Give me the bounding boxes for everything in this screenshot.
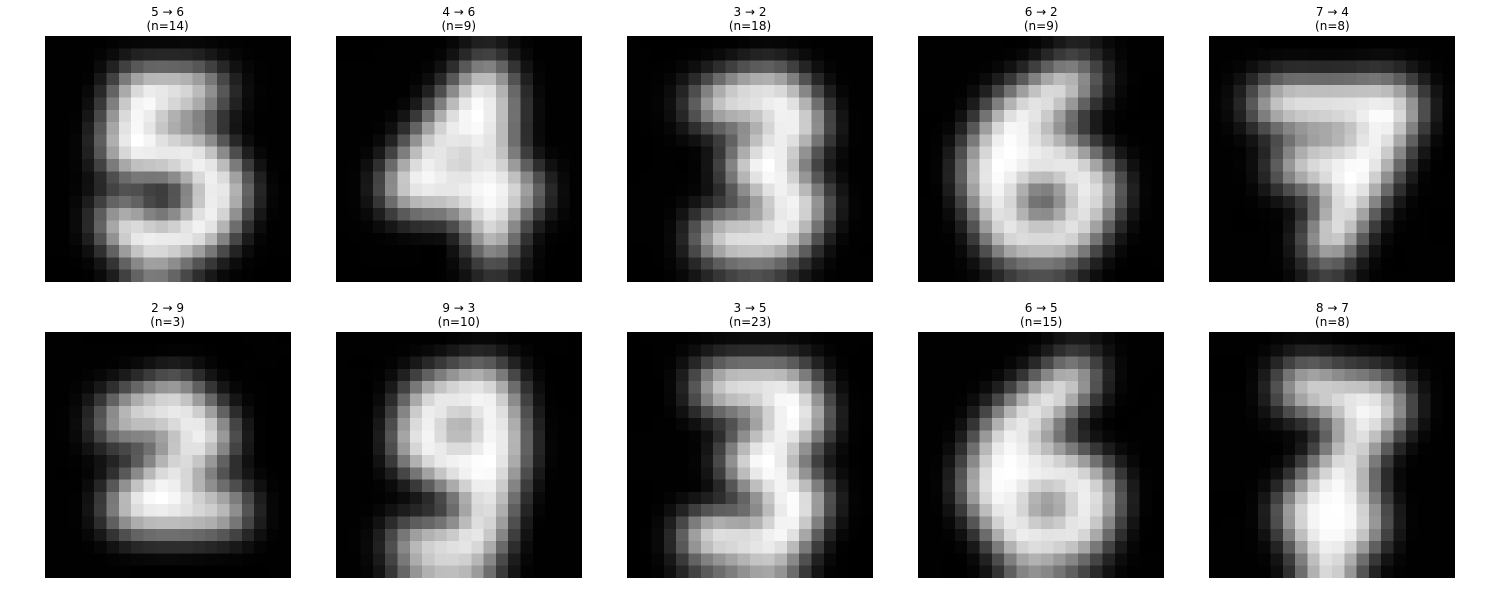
panel-6-to-2: 6 → 2(n=9) xyxy=(914,4,1169,300)
title-line-2: (n=8) xyxy=(1315,316,1350,330)
panel-title: 6 → 5(n=15) xyxy=(1020,300,1062,330)
digit-canvas xyxy=(627,332,873,578)
panel-title: 4 → 6(n=9) xyxy=(441,4,476,34)
title-line-2: (n=9) xyxy=(1024,20,1059,34)
subplot-grid: 5 → 6(n=14)4 → 6(n=9)3 → 2(n=18)6 → 2(n=… xyxy=(0,0,1500,600)
title-line-2: (n=9) xyxy=(441,20,476,34)
title-line-2: (n=3) xyxy=(150,316,185,330)
digit-canvas xyxy=(336,36,582,282)
title-line-2: (n=8) xyxy=(1315,20,1350,34)
panel-7-to-4: 7 → 4(n=8) xyxy=(1205,4,1460,300)
panel-6-to-5: 6 → 5(n=15) xyxy=(914,300,1169,596)
digit-canvas xyxy=(627,36,873,282)
title-line-1: 6 → 2 xyxy=(1024,6,1059,20)
title-line-2: (n=10) xyxy=(438,316,480,330)
digit-image xyxy=(336,332,582,578)
panel-title: 9 → 3(n=10) xyxy=(438,300,480,330)
digit-image xyxy=(627,332,873,578)
digit-canvas xyxy=(45,332,291,578)
title-line-2: (n=23) xyxy=(729,316,771,330)
title-line-1: 7 → 4 xyxy=(1315,6,1350,20)
title-line-1: 4 → 6 xyxy=(441,6,476,20)
title-line-1: 9 → 3 xyxy=(438,302,480,316)
panel-3-to-2: 3 → 2(n=18) xyxy=(622,4,877,300)
digit-image xyxy=(336,36,582,282)
panel-title: 3 → 5(n=23) xyxy=(729,300,771,330)
digit-image xyxy=(1209,36,1455,282)
digit-canvas xyxy=(1209,332,1455,578)
title-line-1: 6 → 5 xyxy=(1020,302,1062,316)
panel-2-to-9: 2 → 9(n=3) xyxy=(40,300,295,596)
title-line-1: 2 → 9 xyxy=(150,302,185,316)
digit-canvas xyxy=(336,332,582,578)
title-line-1: 3 → 5 xyxy=(729,302,771,316)
digit-image xyxy=(1209,332,1455,578)
panel-title: 5 → 6(n=14) xyxy=(146,4,188,34)
digit-canvas xyxy=(918,332,1164,578)
panel-5-to-6: 5 → 6(n=14) xyxy=(40,4,295,300)
title-line-1: 3 → 2 xyxy=(729,6,771,20)
digit-canvas xyxy=(45,36,291,282)
digit-image xyxy=(918,36,1164,282)
panel-4-to-6: 4 → 6(n=9) xyxy=(331,4,586,300)
digit-canvas xyxy=(918,36,1164,282)
panel-3-to-5: 3 → 5(n=23) xyxy=(622,300,877,596)
panel-title: 7 → 4(n=8) xyxy=(1315,4,1350,34)
title-line-1: 8 → 7 xyxy=(1315,302,1350,316)
panel-title: 2 → 9(n=3) xyxy=(150,300,185,330)
panel-title: 8 → 7(n=8) xyxy=(1315,300,1350,330)
digit-image xyxy=(45,36,291,282)
title-line-2: (n=15) xyxy=(1020,316,1062,330)
digit-image xyxy=(918,332,1164,578)
panel-title: 3 → 2(n=18) xyxy=(729,4,771,34)
panel-8-to-7: 8 → 7(n=8) xyxy=(1205,300,1460,596)
panel-9-to-3: 9 → 3(n=10) xyxy=(331,300,586,596)
digit-image xyxy=(627,36,873,282)
title-line-2: (n=14) xyxy=(146,20,188,34)
confusion-figure: 5 → 6(n=14)4 → 6(n=9)3 → 2(n=18)6 → 2(n=… xyxy=(0,0,1500,600)
digit-image xyxy=(45,332,291,578)
digit-canvas xyxy=(1209,36,1455,282)
panel-title: 6 → 2(n=9) xyxy=(1024,4,1059,34)
title-line-2: (n=18) xyxy=(729,20,771,34)
title-line-1: 5 → 6 xyxy=(146,6,188,20)
